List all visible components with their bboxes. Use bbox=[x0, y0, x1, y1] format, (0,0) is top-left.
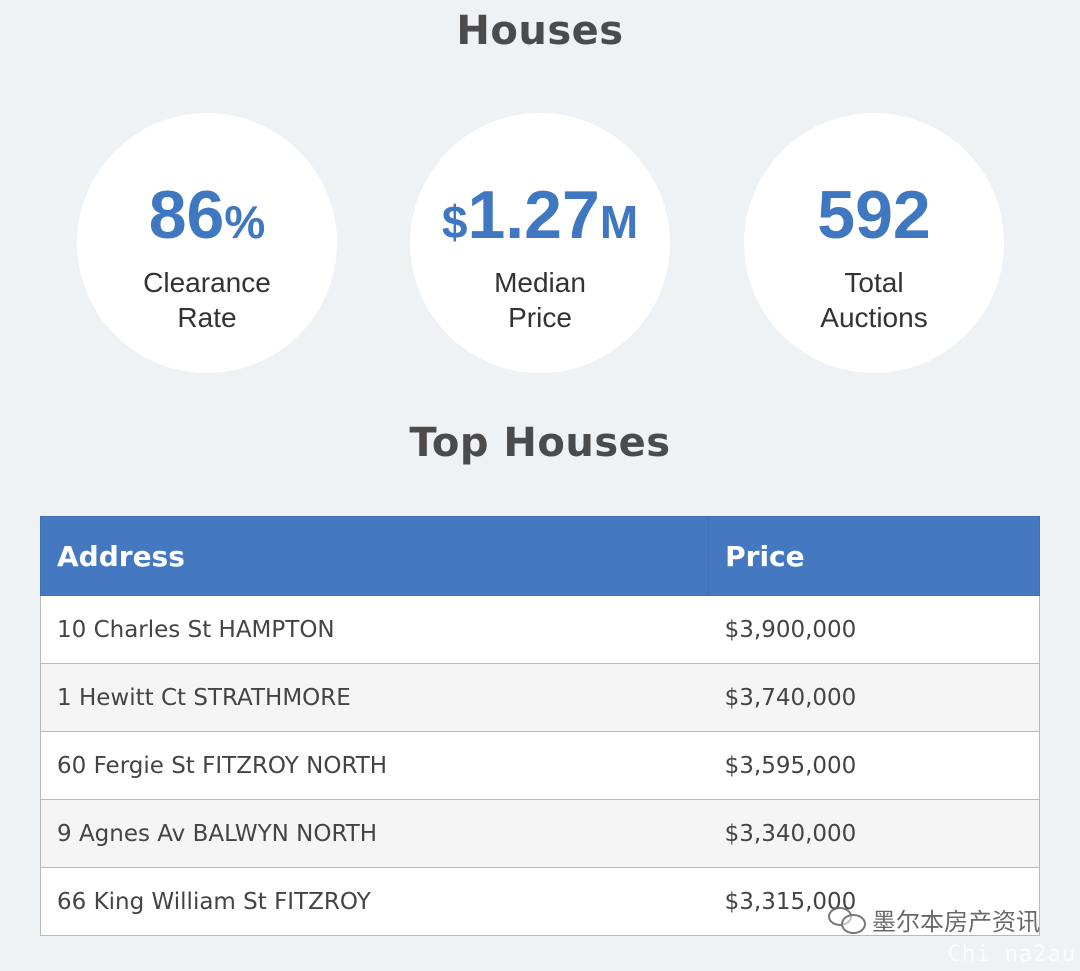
address-column-header: Address bbox=[39, 516, 710, 596]
price-cell: $3,740,000 bbox=[708, 663, 1040, 732]
median-price-label: Median Price bbox=[430, 265, 650, 335]
price-cell: $3,900,000 bbox=[708, 595, 1040, 664]
address-cell: 10 Charles St HAMPTON bbox=[39, 595, 709, 664]
watermark: 墨尔本房产资讯 bbox=[828, 902, 1040, 937]
total-auctions-number: 592 bbox=[817, 177, 931, 253]
address-cell: 66 King William St FITZROY bbox=[39, 867, 709, 936]
address-cell: 60 Fergie St FITZROY NORTH bbox=[39, 731, 709, 800]
total-auctions-stat: 592 Total Auctions bbox=[744, 113, 1004, 373]
address-cell: 1 Hewitt Ct STRATHMORE bbox=[39, 663, 709, 732]
median-price-stat: $1.27 M Median Price bbox=[410, 113, 670, 373]
table-header-row: Address Price bbox=[39, 516, 1040, 596]
price-cell: $3,595,000 bbox=[708, 731, 1040, 800]
dollar-symbol: $ bbox=[441, 196, 468, 248]
table-row: 60 Fergie St FITZROY NORTH $3,595,000 bbox=[39, 731, 1040, 800]
watermark-text: 墨尔本房产资讯 bbox=[872, 908, 1040, 936]
top-houses-title: Top Houses bbox=[409, 420, 671, 466]
auctions-label-line1: Total bbox=[844, 267, 904, 298]
total-auctions-label: Total Auctions bbox=[764, 265, 984, 335]
page-title: Houses bbox=[456, 8, 624, 54]
clearance-rate-number: 86 bbox=[148, 177, 225, 253]
median-price-value: $1.27 M bbox=[442, 179, 638, 251]
auctions-label-line2: Auctions bbox=[820, 302, 928, 333]
address-cell: 9 Agnes Av BALWYN NORTH bbox=[39, 799, 709, 868]
table-row: 66 King William St FITZROY $3,315,000 bbox=[39, 867, 1040, 936]
median-price-number: 1.27 bbox=[467, 177, 600, 253]
table-row: 9 Agnes Av BALWYN NORTH $3,340,000 bbox=[39, 799, 1040, 868]
median-label-line1: Median bbox=[494, 267, 586, 298]
top-houses-table: Address Price 10 Charles St HAMPTON $3,9… bbox=[39, 516, 1040, 936]
clearance-rate-label: Clearance Rate bbox=[97, 265, 317, 335]
clearance-label-line1: Clearance bbox=[143, 267, 271, 298]
price-column-header: Price bbox=[708, 516, 1040, 596]
total-auctions-value: 592 bbox=[817, 179, 930, 251]
clearance-label-line2: Rate bbox=[177, 302, 237, 333]
median-label-line2: Price bbox=[508, 302, 572, 333]
watermark-subtext: Chi na2au bbox=[947, 942, 1076, 967]
percent-symbol: % bbox=[224, 196, 266, 248]
wechat-icon bbox=[828, 906, 866, 934]
clearance-rate-stat: 86% Clearance Rate bbox=[77, 113, 337, 373]
clearance-rate-value: 86% bbox=[149, 179, 266, 251]
price-cell: $3,340,000 bbox=[708, 799, 1040, 868]
table-row: 1 Hewitt Ct STRATHMORE $3,740,000 bbox=[39, 663, 1040, 732]
million-suffix: M bbox=[599, 196, 639, 248]
table-row: 10 Charles St HAMPTON $3,900,000 bbox=[39, 595, 1040, 664]
price-cell: $3,315,000 bbox=[708, 867, 1040, 936]
